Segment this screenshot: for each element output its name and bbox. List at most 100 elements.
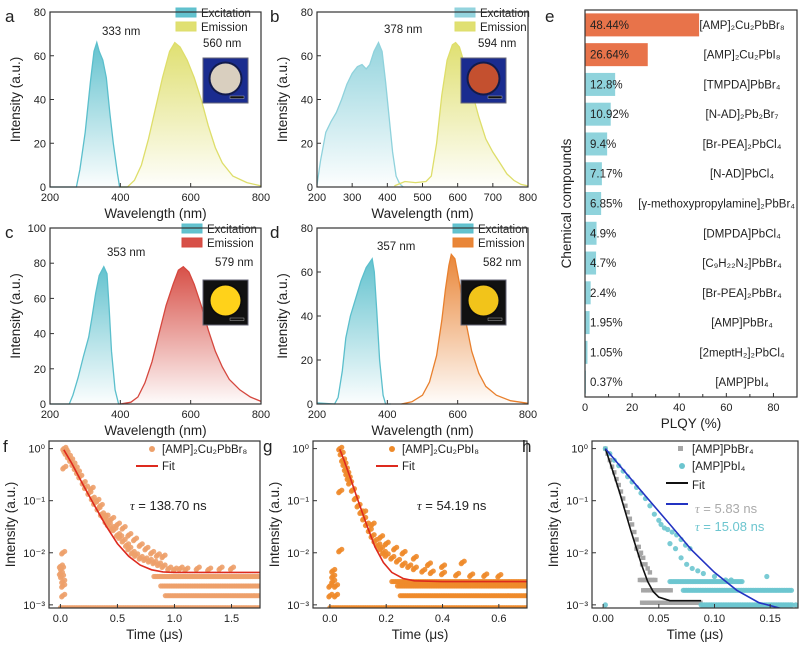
legend-label: Excitation — [201, 8, 251, 20]
data-point — [612, 470, 617, 475]
panel-e: e 48.44% [AMP]₂Cu₂PbBr₈ 26.64% [AMP]₂Cu₂PbI₈… — [545, 7, 798, 431]
floor-point — [653, 577, 658, 583]
data-point — [632, 529, 637, 535]
data-point — [142, 547, 148, 553]
data-point — [678, 555, 684, 561]
x-tick-label: 0.6 — [491, 613, 506, 625]
y-tick-label: 20 — [34, 364, 46, 376]
excitation-curve — [316, 257, 391, 405]
lifetime-value: = 15.08 ns — [700, 519, 765, 534]
panel-label: d — [270, 223, 279, 242]
data-point — [340, 462, 346, 469]
x-tick-label: 0.00 — [592, 613, 613, 625]
data-point — [625, 510, 630, 515]
data-point — [136, 556, 142, 562]
y-tick-label: 10⁰ — [28, 444, 45, 456]
tau-symbol: τ — [130, 498, 136, 513]
x-tick-label: 600 — [448, 192, 466, 204]
plot-area — [602, 446, 798, 608]
data-point — [125, 533, 131, 539]
category-label: [2meptH₂]₂PbCl₄ — [699, 347, 785, 359]
x-tick-label: 400 — [111, 409, 129, 421]
data-point — [331, 594, 338, 600]
peak-label: 560 nm — [203, 38, 241, 50]
x-axis-label: Wavelength (nm) — [371, 206, 473, 221]
sample-disc — [468, 285, 499, 316]
panel-h: h [AMP]PbBr₄ [AMP]PbI₄ Fit 10⁰ 10⁻¹ 10⁻² 10⁻³ 0.… — [522, 437, 799, 642]
data-point — [793, 602, 798, 608]
data-point — [150, 561, 156, 567]
y-tick-label: 20 — [34, 138, 46, 150]
legend-label: [AMP]₂Cu₂PbI₈ — [402, 444, 479, 456]
x-tick-label: 200 — [308, 409, 326, 421]
data-point — [700, 570, 706, 577]
y-axis-label: Intensity (a.u.) — [8, 57, 23, 143]
y-tick-label: 60 — [34, 293, 46, 305]
data-point — [382, 542, 388, 548]
data-point — [424, 562, 431, 569]
y-axis-label: Intensity (a.u.) — [546, 482, 561, 568]
floor-point — [523, 583, 527, 589]
fit-curve — [63, 449, 260, 574]
bar — [585, 311, 590, 335]
bar — [585, 102, 611, 126]
data-point — [695, 568, 701, 574]
sample-disc — [468, 63, 499, 94]
legend-marker — [678, 446, 683, 451]
x-tick-label: 1.0 — [167, 613, 182, 625]
x-tick-label: 400 — [378, 409, 396, 421]
excitation-area — [50, 266, 124, 404]
data-point — [326, 584, 332, 590]
sample-photo-inset — [460, 279, 507, 326]
bar — [585, 13, 700, 37]
x-tick-label: 200 — [41, 409, 59, 421]
y-tick-label: 60 — [301, 267, 313, 279]
x-tick-label: 0.10 — [704, 613, 725, 625]
data-point — [136, 543, 142, 549]
panel-b: b 378 nm Excitation 594 nm Emission 0 20 40 60 80… — [270, 7, 537, 221]
x-tick-label: 200 — [41, 192, 59, 204]
data-point — [667, 540, 673, 547]
excitation-area — [317, 258, 391, 404]
peak-label: 579 nm — [215, 257, 253, 269]
legend-label: Fit — [402, 461, 416, 473]
peak-label: 582 nm — [483, 257, 521, 269]
legend-label: [AMP]PbBr₄ — [692, 444, 754, 456]
data-point — [141, 557, 147, 564]
excitation-curve — [316, 41, 404, 188]
bar-value-label: 12.8% — [590, 79, 623, 91]
data-point — [119, 526, 125, 532]
data-point — [634, 537, 639, 542]
category-label: [AMP]PbBr₄ — [711, 318, 773, 330]
panel-a: a 333 nm Excitation 560 nm Emission 0 20 40 60 80… — [5, 7, 270, 221]
sample-photo-inset — [460, 57, 507, 104]
bar-value-label: 1.95% — [590, 318, 623, 330]
floor-point — [256, 583, 260, 589]
emission-area — [401, 254, 528, 404]
y-tick-label: 10⁻¹ — [287, 496, 309, 508]
data-point — [87, 487, 93, 493]
emission-area — [394, 42, 528, 187]
data-point — [145, 559, 151, 565]
data-point — [410, 556, 416, 562]
data-point — [376, 547, 383, 553]
y-tick-label: 0 — [40, 399, 46, 411]
y-axis-label: Intensity (a.u.) — [275, 273, 290, 359]
data-point — [427, 570, 433, 577]
data-point — [326, 594, 332, 600]
data-point — [647, 570, 653, 575]
data-point — [216, 567, 222, 573]
panel-c: c 353 nm Excitation 579 nm Emission 0 20 40 60 80… — [5, 223, 270, 438]
floor-point — [789, 602, 795, 608]
x-tick-label: 0 — [582, 402, 588, 414]
bar-value-label: 2.4% — [590, 288, 616, 300]
peak-label: 333 nm — [102, 26, 140, 38]
bar-value-label: 4.9% — [590, 228, 616, 240]
data-point — [351, 497, 357, 503]
panel-label: e — [545, 7, 554, 26]
x-tick-label: 0.2 — [379, 613, 394, 625]
x-tick-label: 800 — [252, 409, 270, 421]
bar-value-label: 9.4% — [590, 139, 616, 151]
floor-point — [256, 573, 260, 580]
